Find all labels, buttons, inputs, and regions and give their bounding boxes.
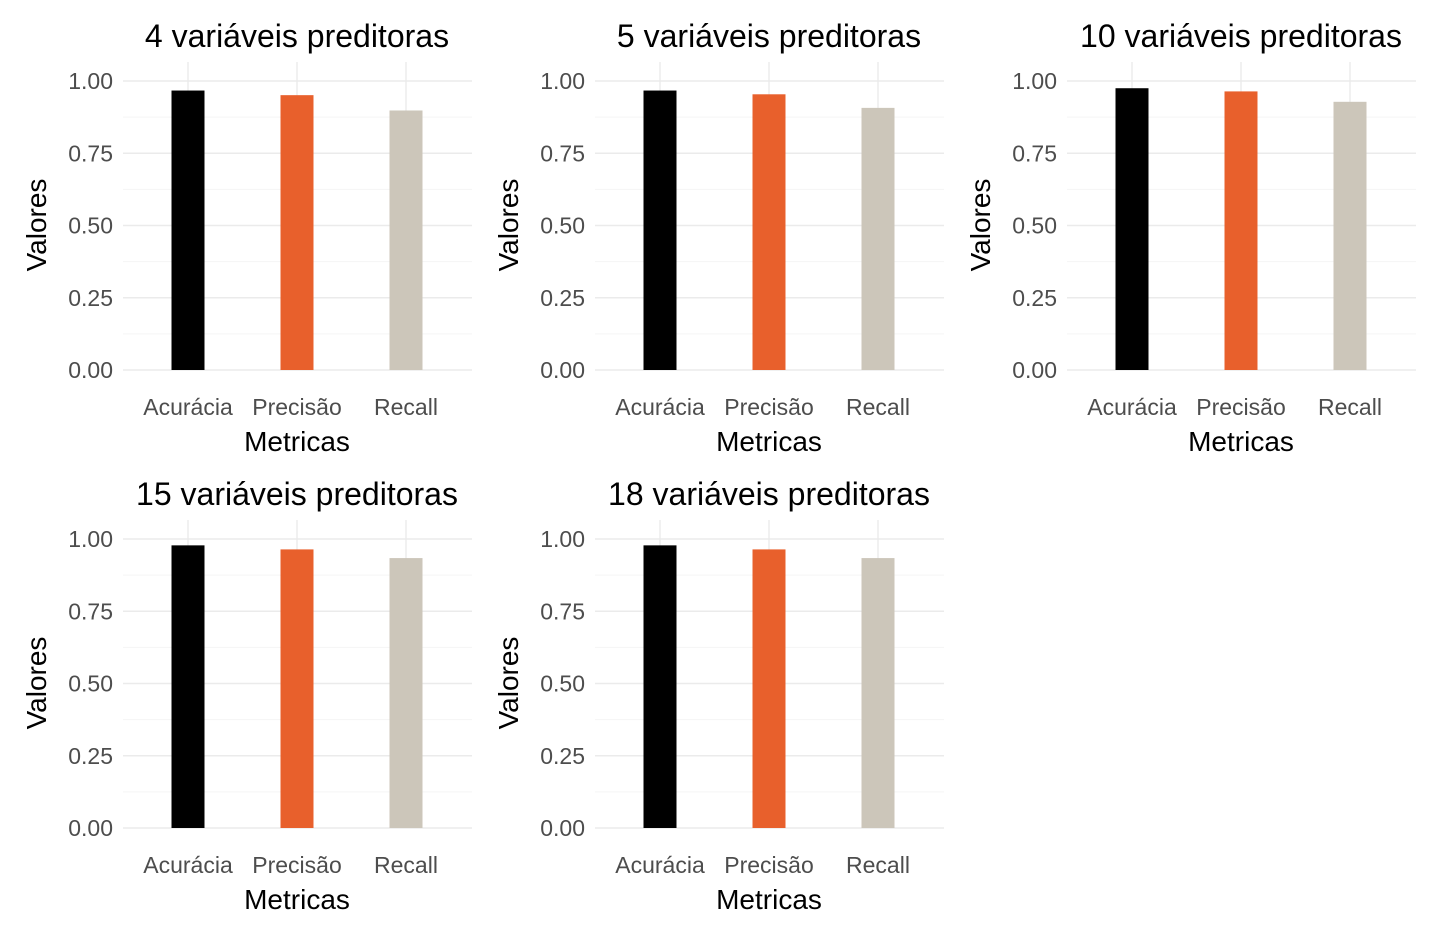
x-tick-label: Recall <box>846 394 910 420</box>
bar-recall <box>861 558 895 828</box>
y-tick-label: 1.00 <box>68 68 113 94</box>
y-tick-label: 0.75 <box>68 598 113 624</box>
x-tick-label: Recall <box>846 852 910 878</box>
y-axis-label: Valores <box>21 637 52 730</box>
x-tick-label: Precisão <box>724 394 813 420</box>
bar-precisao <box>752 549 786 828</box>
bar-acuracia <box>171 90 205 371</box>
y-tick-label: 0.25 <box>540 285 585 311</box>
x-axis-label: Metricas <box>244 426 350 457</box>
chart-panel-1: 0.00 0.25 0.50 0.75 1.00 Acurácia Precisão Reca… <box>0 0 472 458</box>
x-tick-label: Acurácia <box>143 394 233 420</box>
bar-precisao <box>280 95 314 370</box>
x-axis-label: Metricas <box>716 884 822 915</box>
y-tick-label: 0.75 <box>540 598 585 624</box>
x-axis-label: Metricas <box>716 426 822 457</box>
y-tick-label: 0.50 <box>68 213 113 239</box>
x-tick-label: Precisão <box>1196 394 1285 420</box>
chart-panel-4: 0.00 0.25 0.50 0.75 1.00 Acurácia Precisão Reca… <box>0 458 472 916</box>
y-tick-label: 0.25 <box>68 743 113 769</box>
chart-svg: 0.00 0.25 0.50 0.75 1.00 Acurácia Precisão Reca… <box>493 476 944 915</box>
y-tick-label: 0.25 <box>68 285 113 311</box>
x-tick-label: Acurácia <box>615 852 705 878</box>
y-tick-label: 0.75 <box>68 140 113 166</box>
y-axis-label: Valores <box>493 179 524 272</box>
x-tick-label: Recall <box>374 394 438 420</box>
chart-title: 5 variáveis preditoras <box>617 18 921 54</box>
chart-panel-5: 0.00 0.25 0.50 0.75 1.00 Acurácia Precisão Reca… <box>472 458 944 916</box>
x-tick-label: Acurácia <box>1087 394 1177 420</box>
x-tick-label: Recall <box>374 852 438 878</box>
bar-recall <box>1333 101 1367 371</box>
bar-acuracia <box>1115 88 1149 370</box>
x-axis-label: Metricas <box>1188 426 1294 457</box>
y-axis-label: Valores <box>21 179 52 272</box>
y-tick-label: 0.50 <box>540 213 585 239</box>
chart-title: 15 variáveis preditoras <box>136 476 458 512</box>
y-tick-label: 0.50 <box>540 671 585 697</box>
y-tick-label: 1.00 <box>540 68 585 94</box>
y-tick-label: 0.50 <box>68 671 113 697</box>
bar-precisao <box>1224 91 1258 371</box>
x-axis-label: Metricas <box>244 884 350 915</box>
x-tick-label: Acurácia <box>615 394 705 420</box>
y-tick-label: 0.25 <box>1012 285 1057 311</box>
y-tick-label: 0.00 <box>1012 357 1057 383</box>
bars <box>171 90 423 371</box>
bar-precisao <box>280 549 314 828</box>
y-axis-label: Valores <box>493 637 524 730</box>
y-tick-label: 0.00 <box>540 815 585 841</box>
x-tick-label: Precisão <box>724 852 813 878</box>
y-tick-label: 0.00 <box>540 357 585 383</box>
y-tick-label: 0.00 <box>68 815 113 841</box>
bars <box>171 545 423 828</box>
x-tick-label: Precisão <box>252 852 341 878</box>
x-tick-label: Precisão <box>252 394 341 420</box>
bar-recall <box>389 110 423 370</box>
y-tick-label: 1.00 <box>68 526 113 552</box>
chart-svg: 0.00 0.25 0.50 0.75 1.00 Acurácia Precisão Reca… <box>21 476 472 915</box>
chart-svg: 0.00 0.25 0.50 0.75 1.00 Acurácia Precisão Reca… <box>493 18 944 457</box>
chart-svg: 0.00 0.25 0.50 0.75 1.00 Acurácia Precisão Reca… <box>21 18 472 457</box>
y-tick-label: 1.00 <box>1012 68 1057 94</box>
bars <box>1115 88 1367 371</box>
y-tick-label: 1.00 <box>540 526 585 552</box>
bars <box>643 90 895 371</box>
y-tick-label: 0.25 <box>540 743 585 769</box>
bar-acuracia <box>643 545 677 828</box>
y-tick-label: 0.75 <box>540 140 585 166</box>
x-tick-label: Recall <box>1318 394 1382 420</box>
chart-svg: 0.00 0.25 0.50 0.75 1.00 Acurácia Precisão Reca… <box>965 18 1416 457</box>
bar-precisao <box>752 94 786 370</box>
bars <box>643 545 895 828</box>
chart-title: 4 variáveis preditoras <box>145 18 449 54</box>
chart-title: 18 variáveis preditoras <box>608 476 930 512</box>
y-axis-label: Valores <box>965 179 996 272</box>
y-tick-label: 0.50 <box>1012 213 1057 239</box>
bar-acuracia <box>643 90 677 371</box>
bar-acuracia <box>171 545 205 828</box>
chart-panel-3: 0.00 0.25 0.50 0.75 1.00 Acurácia Precisão Reca… <box>944 0 1416 458</box>
y-tick-label: 0.00 <box>68 357 113 383</box>
bar-recall <box>861 107 895 370</box>
y-tick-label: 0.75 <box>1012 140 1057 166</box>
x-tick-label: Acurácia <box>143 852 233 878</box>
chart-title: 10 variáveis preditoras <box>1080 18 1402 54</box>
chart-panel-2: 0.00 0.25 0.50 0.75 1.00 Acurácia Precisão Reca… <box>472 0 944 458</box>
bar-recall <box>389 558 423 828</box>
